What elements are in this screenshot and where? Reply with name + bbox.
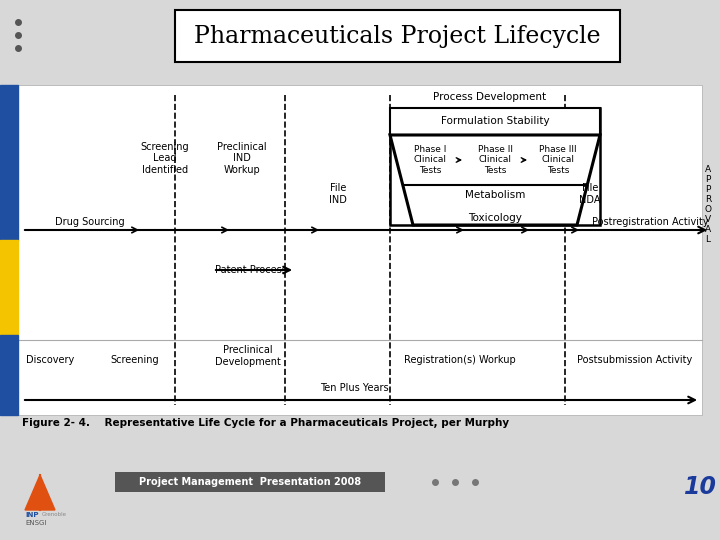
Text: 10: 10 — [683, 475, 716, 499]
Text: File
NDA: File NDA — [580, 184, 600, 205]
Text: Project Management  Presentation 2008: Project Management Presentation 2008 — [139, 477, 361, 487]
Text: Phase III
Clinical
Tests: Phase III Clinical Tests — [539, 145, 577, 175]
Text: O: O — [704, 206, 711, 214]
Text: INP: INP — [25, 512, 38, 518]
Bar — [0, 335, 18, 415]
Text: Preclinical
Development: Preclinical Development — [215, 345, 281, 367]
Text: A: A — [705, 165, 711, 174]
Bar — [18, 465, 103, 510]
Text: R: R — [705, 195, 711, 205]
Text: Postregistration Activity: Postregistration Activity — [592, 217, 708, 227]
Text: Grenoble: Grenoble — [42, 512, 67, 517]
Text: L: L — [706, 235, 711, 245]
Text: Screening: Screening — [111, 355, 159, 365]
Text: Discovery: Discovery — [26, 355, 74, 365]
Text: Postsubmission Activity: Postsubmission Activity — [577, 355, 693, 365]
Text: Registration(s) Workup: Registration(s) Workup — [404, 355, 516, 365]
Text: A: A — [705, 226, 711, 234]
Bar — [0, 85, 18, 240]
Text: Patent Process: Patent Process — [215, 265, 287, 275]
Bar — [18, 85, 702, 415]
Polygon shape — [390, 135, 600, 225]
Text: Drug Sourcing: Drug Sourcing — [55, 217, 125, 227]
Text: Metabolism: Metabolism — [465, 190, 525, 200]
Text: Formulation Stability: Formulation Stability — [441, 116, 549, 126]
Text: Screening
Lead
Identified: Screening Lead Identified — [140, 142, 189, 175]
Text: File
IND: File IND — [329, 184, 347, 205]
Bar — [390, 108, 600, 225]
Text: Phase I
Clinical
Tests: Phase I Clinical Tests — [413, 145, 446, 175]
Bar — [175, 10, 620, 62]
Bar — [0, 290, 18, 335]
Text: Figure 2- 4.    Representative Life Cycle for a Pharmaceuticals Project, per Mur: Figure 2- 4. Representative Life Cycle f… — [22, 418, 509, 428]
Text: V: V — [705, 215, 711, 225]
Text: Process Development: Process Development — [433, 92, 546, 102]
Text: ENSGI: ENSGI — [25, 520, 46, 526]
Text: P: P — [706, 176, 711, 185]
Bar — [115, 472, 385, 492]
Bar — [0, 240, 18, 290]
Text: Ten Plus Years: Ten Plus Years — [320, 383, 389, 393]
Text: Toxicology: Toxicology — [468, 213, 522, 223]
Text: Preclinical
IND
Workup: Preclinical IND Workup — [217, 142, 267, 175]
Bar — [390, 108, 600, 135]
Text: Phase II
Clinical
Tests: Phase II Clinical Tests — [477, 145, 513, 175]
Text: P: P — [706, 186, 711, 194]
Polygon shape — [25, 475, 55, 510]
Text: Pharmaceuticals Project Lifecycle: Pharmaceuticals Project Lifecycle — [194, 24, 600, 48]
